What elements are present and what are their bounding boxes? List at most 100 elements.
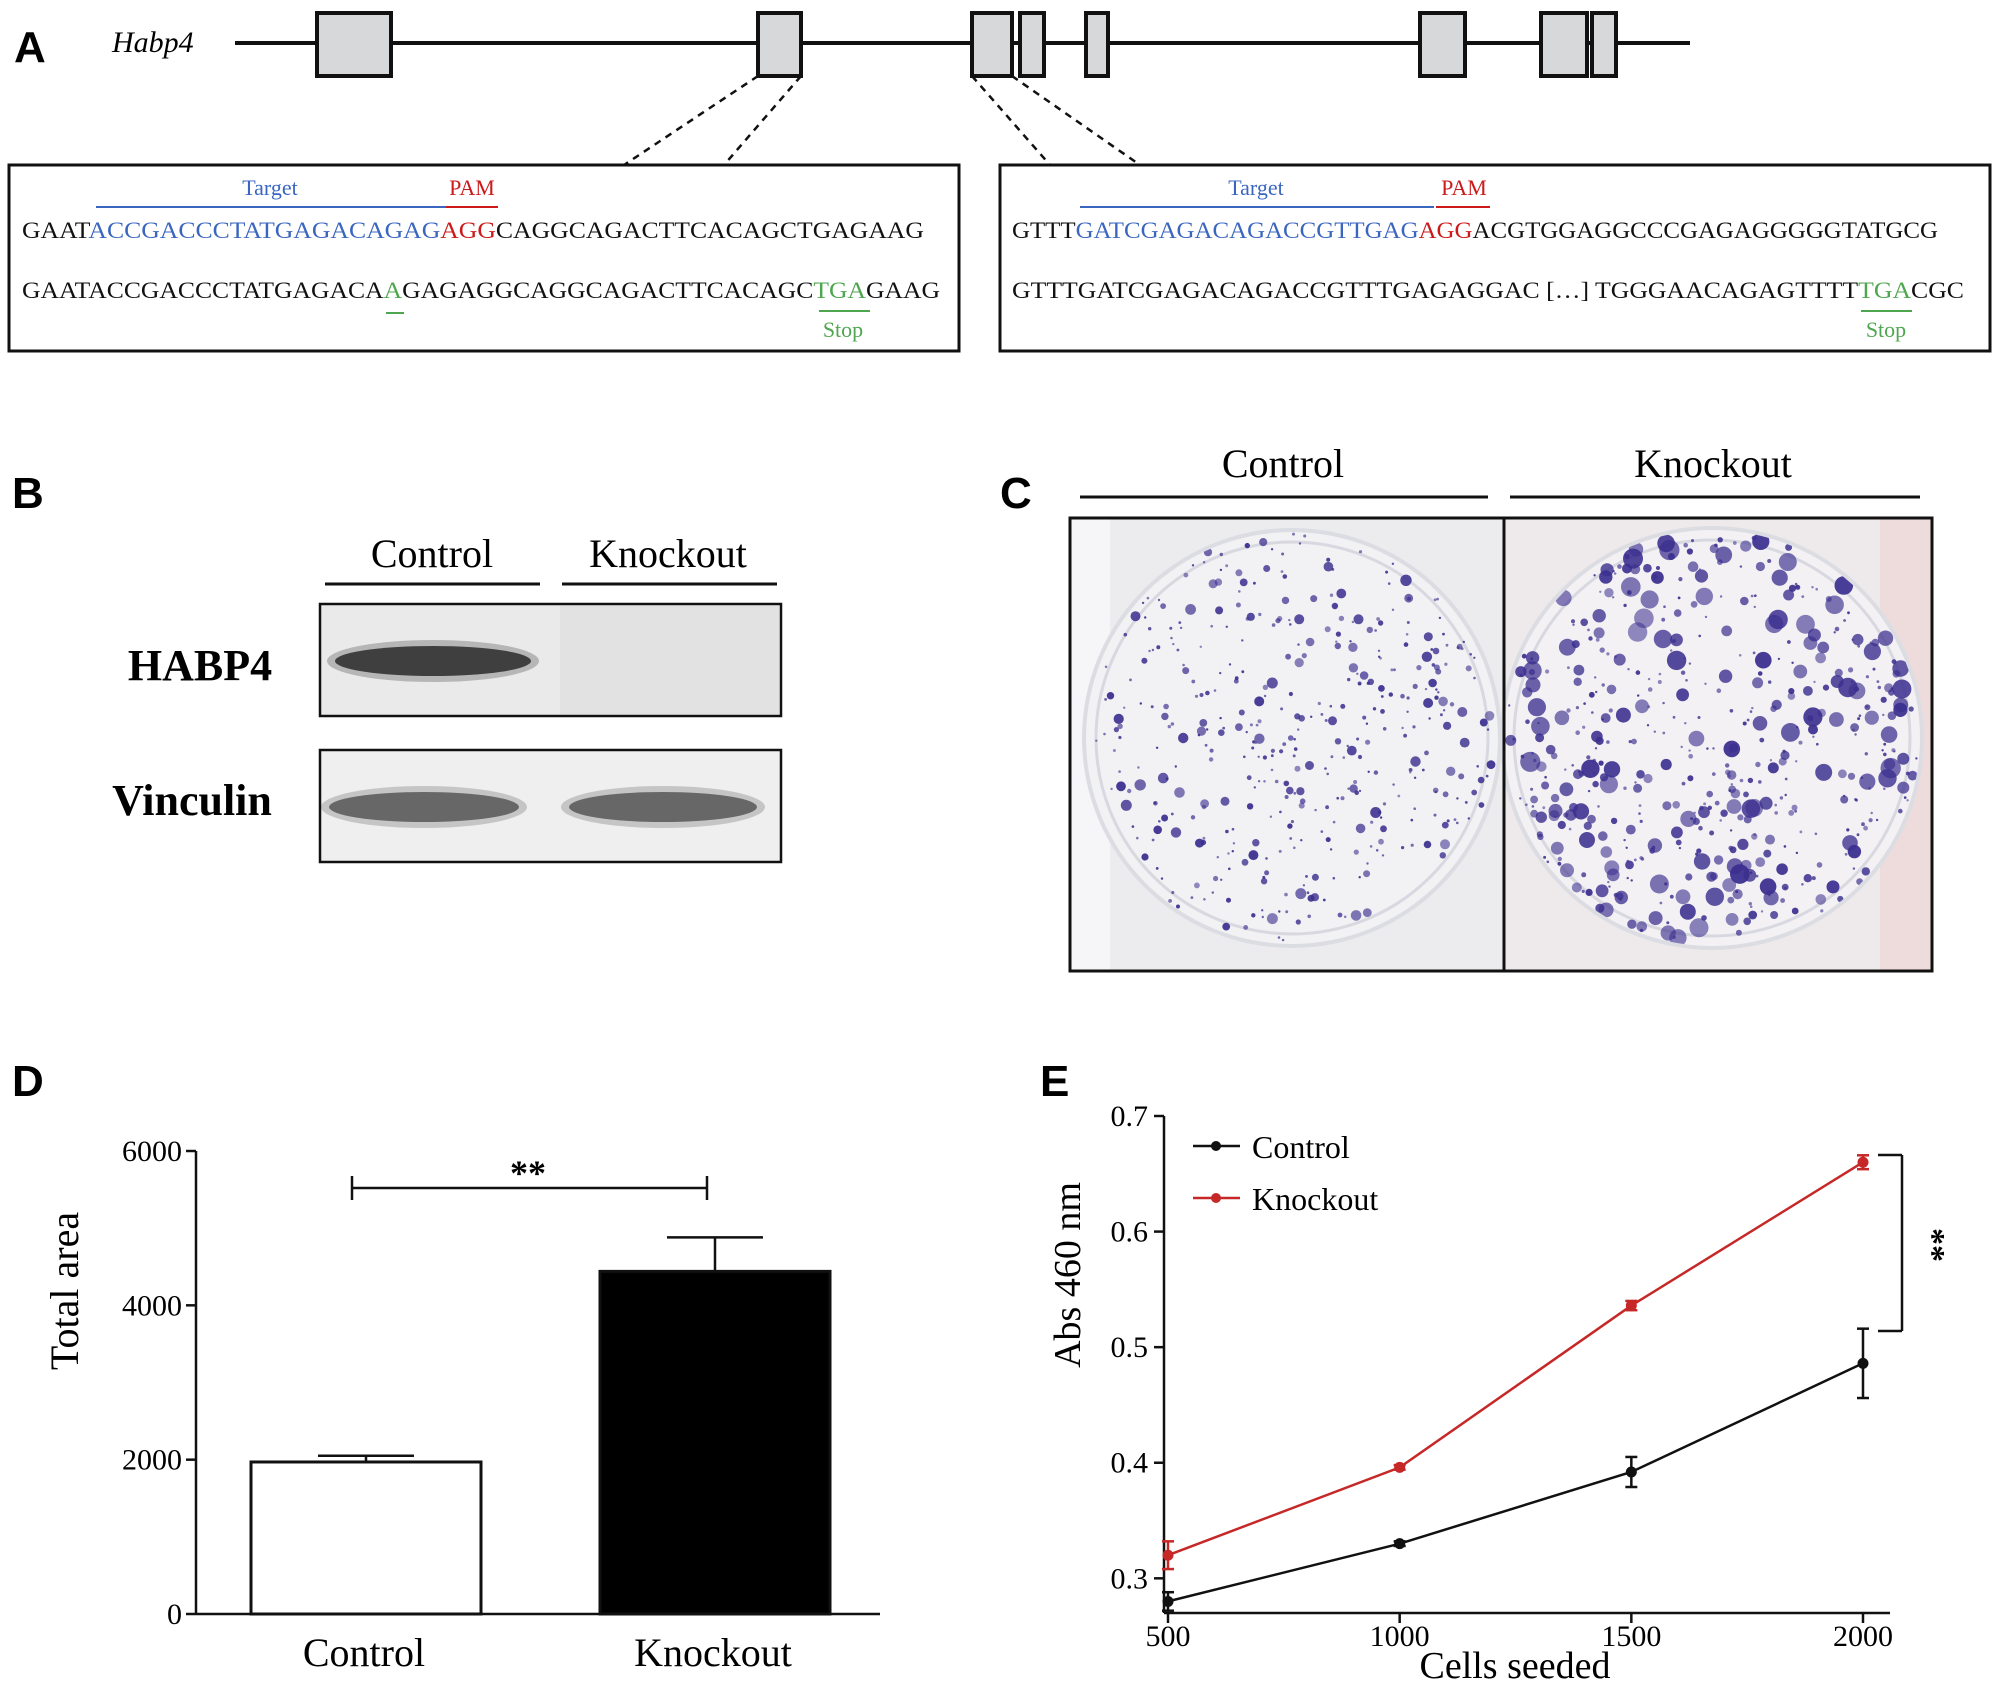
colony <box>1658 672 1662 676</box>
colony <box>1190 815 1196 820</box>
colony <box>1294 658 1304 668</box>
colony <box>1675 889 1691 905</box>
colony <box>1713 855 1724 865</box>
colony <box>1840 795 1849 804</box>
colony <box>1405 633 1409 636</box>
colony <box>1281 938 1285 942</box>
colony <box>1358 789 1362 793</box>
colony <box>1846 828 1850 832</box>
colony <box>1660 925 1676 941</box>
colony <box>1583 821 1592 831</box>
colony <box>1332 820 1336 824</box>
colony <box>1213 689 1217 692</box>
colony <box>1637 694 1640 697</box>
colony <box>1784 777 1788 781</box>
colony <box>1727 896 1735 904</box>
colony <box>1416 665 1422 671</box>
photo-frame <box>1068 516 1934 973</box>
colony <box>1600 713 1611 723</box>
colony <box>1669 894 1674 899</box>
colony <box>1209 748 1214 753</box>
column-label-control: Control <box>371 531 493 576</box>
colony <box>1157 772 1169 784</box>
colony <box>1717 559 1723 565</box>
colony <box>1875 818 1879 822</box>
colony <box>1525 803 1528 806</box>
colony <box>1235 602 1241 608</box>
colony <box>1403 733 1407 738</box>
colony <box>1437 691 1440 694</box>
colony <box>1456 821 1459 825</box>
colony <box>1915 757 1918 760</box>
colony <box>1778 757 1787 766</box>
colony <box>1778 553 1797 571</box>
colony <box>1677 596 1681 600</box>
colony <box>1358 550 1363 554</box>
colony <box>1791 804 1798 811</box>
colony <box>1216 856 1220 859</box>
colony <box>1367 770 1370 773</box>
colony <box>1607 880 1610 884</box>
colony <box>1696 848 1702 854</box>
pam-label: PAM <box>1441 175 1487 200</box>
colony <box>1117 723 1123 729</box>
colony <box>1378 655 1381 658</box>
colony <box>1580 618 1588 627</box>
colony <box>1546 860 1550 864</box>
colony <box>1335 631 1341 637</box>
colony <box>1257 780 1261 783</box>
colony <box>1141 853 1149 861</box>
colony <box>1726 799 1742 814</box>
colony <box>1366 626 1374 634</box>
colony <box>1421 768 1425 772</box>
colony <box>1329 848 1333 851</box>
colony <box>1172 642 1175 646</box>
colony <box>1465 665 1472 672</box>
colony <box>1880 726 1898 743</box>
colony <box>1113 727 1119 733</box>
colony <box>1625 824 1636 835</box>
colony <box>1541 781 1550 790</box>
colony <box>1691 539 1694 543</box>
colony <box>1847 772 1856 780</box>
colony <box>1635 699 1649 714</box>
colony <box>1784 793 1787 797</box>
colony <box>1314 808 1317 812</box>
colony <box>1548 810 1560 822</box>
colony <box>1155 746 1159 749</box>
colony <box>1424 750 1429 756</box>
colony <box>1288 691 1293 697</box>
colony <box>1228 663 1232 666</box>
colony <box>1303 534 1307 538</box>
colony <box>1310 595 1318 603</box>
data-point-control <box>1857 1357 1869 1369</box>
colony <box>1289 837 1293 840</box>
colony <box>1689 918 1709 938</box>
colony <box>1442 632 1445 636</box>
colony <box>1473 656 1476 659</box>
colony <box>1587 789 1591 793</box>
colony <box>1220 878 1223 881</box>
colony <box>1520 754 1525 759</box>
colony <box>1825 596 1832 602</box>
colony <box>1225 829 1229 834</box>
exon-7 <box>1539 11 1589 78</box>
colony <box>1572 803 1590 820</box>
colony <box>1170 636 1173 640</box>
colony <box>1293 791 1297 795</box>
colony <box>1178 621 1182 624</box>
colony <box>1768 680 1772 684</box>
colony <box>1210 624 1213 628</box>
blot-vinculin <box>318 748 783 864</box>
colony <box>1412 725 1416 729</box>
colony <box>1906 799 1909 802</box>
colony <box>1170 827 1182 838</box>
colony <box>1134 779 1146 791</box>
colony <box>1231 850 1235 853</box>
colony <box>1155 867 1159 870</box>
colony <box>1615 707 1631 723</box>
colony <box>1116 781 1126 792</box>
target-label: Target <box>1228 175 1283 200</box>
colony <box>1110 787 1113 791</box>
colony <box>1646 724 1650 727</box>
